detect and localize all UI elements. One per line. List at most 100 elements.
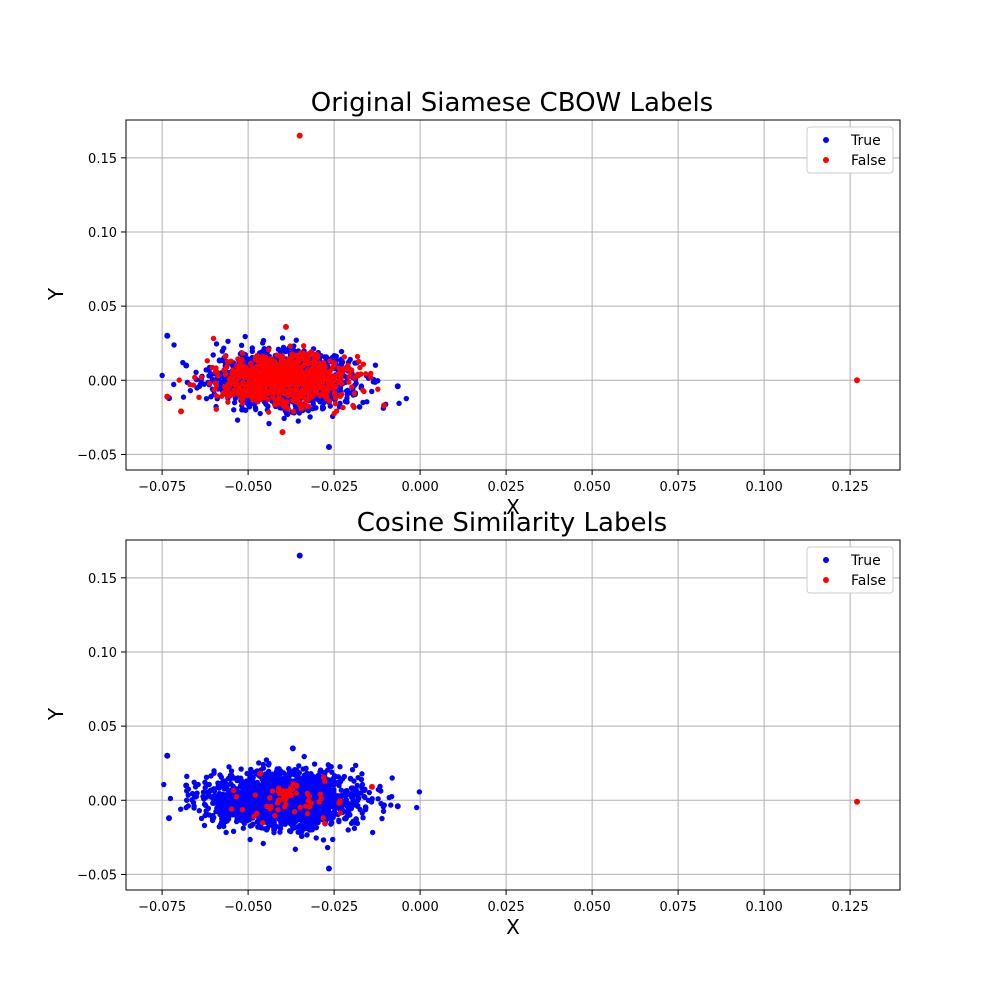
point-true xyxy=(214,799,221,805)
point-true xyxy=(309,809,315,815)
point-true xyxy=(298,785,304,792)
point-false xyxy=(305,798,312,804)
point-true xyxy=(319,406,326,412)
point-true xyxy=(228,768,235,774)
point-false xyxy=(344,366,350,372)
point-false xyxy=(289,786,295,792)
point-true xyxy=(226,764,232,770)
point-false xyxy=(274,398,280,404)
point-true xyxy=(413,804,420,811)
point-true xyxy=(244,770,250,777)
point-true xyxy=(344,787,350,794)
point-true xyxy=(208,773,214,779)
point-false xyxy=(274,374,280,380)
scatter-points xyxy=(161,552,860,872)
scatter-panel-bottom: Cosine Similarity Labels −0.075 −0.050 −0.… xyxy=(44,508,901,939)
scatter-panel-top: Original Siamese CBOW Labels −0.075 −0.05… xyxy=(44,88,901,519)
point-true xyxy=(260,840,266,847)
point-true xyxy=(230,828,237,835)
point-false xyxy=(303,398,309,405)
point-true xyxy=(325,806,331,812)
point-true xyxy=(183,797,190,803)
point-false xyxy=(272,812,278,819)
point-false xyxy=(229,367,236,374)
point-true xyxy=(242,817,248,824)
chart-title: Cosine Similarity Labels xyxy=(357,508,667,538)
y-tick-label: 0.15 xyxy=(88,572,117,587)
point-true xyxy=(327,793,333,799)
point-false xyxy=(271,363,278,369)
point-true xyxy=(375,796,381,802)
point-true xyxy=(416,789,423,795)
point-true xyxy=(247,823,254,829)
point-false xyxy=(310,382,316,389)
point-false xyxy=(304,810,311,817)
point-true xyxy=(388,802,394,808)
point-true xyxy=(333,353,339,360)
point-false xyxy=(286,358,292,364)
point-true xyxy=(335,779,341,786)
y-tick-label: 0.05 xyxy=(88,300,117,315)
point-false xyxy=(178,408,185,415)
point-false xyxy=(282,387,288,394)
point-true xyxy=(293,337,299,343)
point-false xyxy=(266,347,272,353)
point-true xyxy=(191,779,197,786)
point-true xyxy=(266,768,272,775)
point-false xyxy=(262,372,268,378)
point-true xyxy=(249,800,256,807)
point-true xyxy=(183,782,190,789)
point-true xyxy=(223,829,229,836)
point-false xyxy=(305,403,312,410)
point-true xyxy=(354,803,361,810)
point-true xyxy=(307,414,313,420)
point-false xyxy=(206,380,213,386)
point-true xyxy=(336,817,342,823)
point-true xyxy=(369,388,375,395)
point-false xyxy=(368,370,374,377)
point-true xyxy=(200,789,207,795)
point-true xyxy=(229,812,236,818)
point-true xyxy=(195,781,201,788)
point-true xyxy=(291,799,297,806)
point-false xyxy=(238,356,244,363)
point-true xyxy=(235,817,241,823)
point-false xyxy=(333,395,339,401)
point-true xyxy=(263,798,269,804)
point-false xyxy=(854,798,860,805)
point-false xyxy=(351,374,358,381)
legend-label-false: False xyxy=(851,573,886,589)
point-true xyxy=(337,357,344,363)
point-false xyxy=(270,358,277,365)
ticks: −0.075 −0.050 −0.025 0.000 0.025 0.050 0.075 0.… xyxy=(77,152,869,495)
point-true xyxy=(282,815,289,822)
point-true xyxy=(362,786,368,793)
point-false xyxy=(291,408,297,415)
point-false xyxy=(293,790,300,796)
point-true xyxy=(261,346,267,352)
legend-label-true: True xyxy=(850,133,881,149)
point-true xyxy=(353,791,359,798)
point-true xyxy=(295,829,301,835)
point-true xyxy=(360,399,366,406)
point-true xyxy=(208,787,214,794)
point-true xyxy=(349,766,356,773)
point-false xyxy=(368,783,375,790)
point-false xyxy=(284,380,291,386)
point-false xyxy=(257,389,263,396)
point-true xyxy=(238,789,245,795)
point-true xyxy=(185,792,191,798)
point-true xyxy=(366,789,373,796)
point-false xyxy=(312,388,318,394)
point-true xyxy=(247,812,253,819)
point-true xyxy=(289,745,296,752)
point-true xyxy=(231,399,238,406)
point-false xyxy=(252,792,259,798)
point-false xyxy=(335,378,341,384)
point-true xyxy=(243,798,249,804)
point-false xyxy=(295,374,301,381)
point-true xyxy=(244,785,250,792)
point-false xyxy=(269,788,276,794)
point-true xyxy=(328,819,335,825)
point-true xyxy=(218,379,224,385)
